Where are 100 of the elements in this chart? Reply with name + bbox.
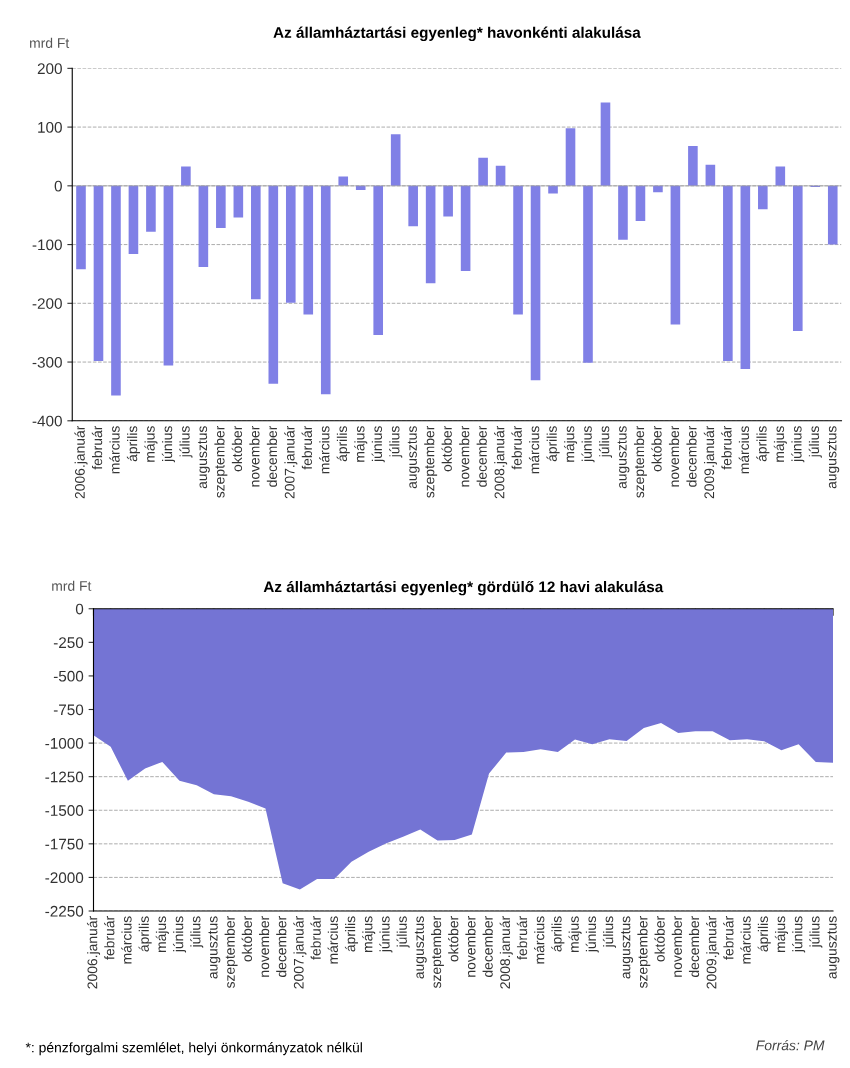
x-tick-label: február [301,425,312,470]
x-tick-label: április [138,916,152,952]
x-tick-label: december [476,425,487,487]
x-tick-label: február [310,916,321,960]
x-tick-label: október [654,916,665,962]
bar [408,185,418,227]
y-tick-label: -200 [32,298,62,309]
x-tick-label: október [241,916,253,962]
x-tick-label: augusztus [414,916,427,979]
bar [653,185,663,193]
bar [163,185,174,366]
y-tick-label: -300 [32,356,62,368]
bar [792,185,803,331]
x-tick-label: július [598,426,613,458]
y-axis-title: mrd Ft [52,580,92,591]
x-tick-label: szeptember [637,916,651,989]
x-tick-label: február [721,425,732,470]
bar [723,185,733,361]
x-tick-label: november [465,916,476,977]
y-tick-label: 0 [54,180,62,192]
y-tick-label: -500 [53,670,84,682]
bar [740,185,751,370]
x-tick-label: június [371,426,385,463]
bar [216,185,226,229]
x-tick-label: június [379,916,393,953]
y-tick-label: 0 [75,603,84,615]
bar [443,185,453,217]
bar [600,102,611,186]
x-tick-label: március [327,916,338,964]
x-tick-label: április [126,426,140,462]
bar [548,185,558,194]
x-tick-label: augusztus [621,916,634,979]
x-tick-label: május [144,426,158,462]
bar [583,185,593,363]
x-tick-label: augusztus [827,916,840,979]
bar [268,185,279,384]
y-tick-label: -1500 [45,805,84,816]
bar [775,166,786,186]
x-tick-label: december [276,916,287,978]
bar [530,185,541,381]
x-tick-label: március [319,426,330,474]
x-tick-label: június [172,916,187,953]
x-tick-label: március [121,916,132,964]
bar [338,176,349,186]
x-tick-label: szeptember [424,425,438,498]
x-tick-label: május [362,916,376,952]
bar [285,185,296,303]
x-tick-label: április [546,426,560,462]
x-tick-label: augusztus [407,426,420,489]
chart-title: Az államháztartási egyenleg* havonkénti alakulása [273,26,641,42]
x-tick-label: február [723,916,734,960]
x-tick-label: május [155,916,169,952]
y-axis-title: mrd Ft [30,37,70,48]
bar [181,166,191,186]
x-tick-label: november [668,425,680,487]
y-tick-label: 100 [38,121,62,133]
bar [146,185,156,232]
x-tick-label: június [585,916,599,953]
y-tick-label: -750 [53,704,84,716]
bar [111,185,121,396]
bar [198,185,209,267]
x-tick-label: 2008.január [499,916,513,989]
x-tick-label: augusztus [208,916,221,979]
y-tick-label: -2250 [45,905,84,917]
x-tick-label: szeptember [224,916,238,989]
x-tick-label: december [482,916,493,978]
x-tick-label: 2006.január [86,916,101,989]
x-tick-label: június [581,426,595,463]
x-tick-label: május [568,916,582,952]
x-tick-label: május [563,426,578,462]
bar [758,185,768,210]
bar [635,185,646,222]
x-tick-label: február [91,425,103,470]
x-tick-label: 2008.január [494,425,508,499]
bar [303,185,314,315]
x-tick-label: április [344,916,359,952]
x-tick-label: november [459,425,470,487]
x-tick-label: október [651,425,662,472]
x-tick-label: február [511,425,522,470]
x-tick-label: október [441,425,452,472]
x-tick-label: szeptember [214,425,228,498]
x-tick-label: március [109,426,120,474]
bar [670,185,681,325]
bar [320,185,331,395]
x-tick-label: 2009.január [706,916,720,989]
bar [251,185,261,300]
y-tick-label: -250 [53,637,84,649]
bar [827,185,838,245]
x-tick-label: október [231,425,243,472]
x-tick-label: április [336,426,350,462]
x-tick-label: július [190,916,204,948]
x-tick-label: 2007.január [284,425,298,499]
y-tick-label: -400 [32,415,62,427]
text: Forrás: PM [756,1039,825,1051]
x-tick-label: március [534,916,545,964]
bar [373,185,384,336]
x-tick-label: december [688,916,700,978]
bar [688,145,698,186]
y-tick-label: -1750 [45,838,84,850]
bar [128,185,139,254]
